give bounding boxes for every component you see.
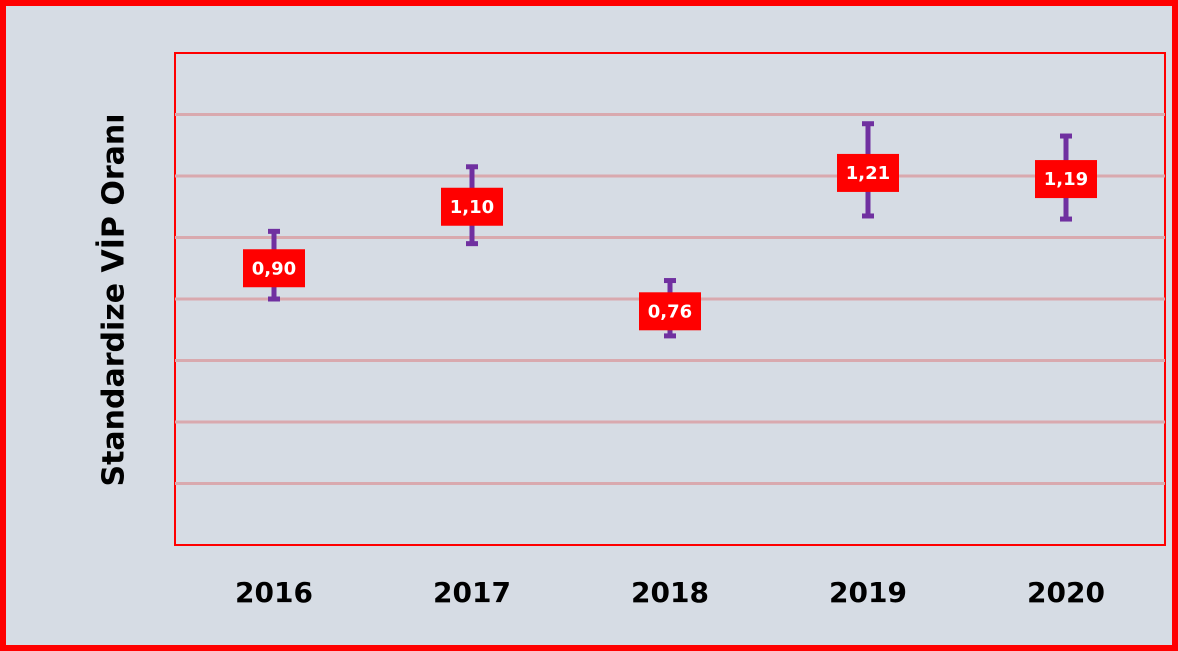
data-label: 1,19: [1044, 169, 1088, 190]
x-tick-label: 2018: [631, 576, 709, 609]
x-tick-label: 2016: [235, 576, 313, 609]
value-marker: [441, 187, 503, 226]
y-axis-title: Standardize VİP Oranı: [96, 113, 132, 486]
value-marker: [1035, 160, 1097, 199]
value-marker: [639, 292, 701, 331]
x-tick-label: 2020: [1027, 576, 1105, 609]
data-label: 1,21: [846, 163, 890, 184]
data-label: 0,76: [648, 301, 692, 322]
x-tick-label: 2017: [433, 576, 511, 609]
data-label: 0,90: [252, 258, 296, 279]
value-marker: [243, 249, 305, 288]
x-tick-label: 2019: [829, 576, 907, 609]
data-label: 1,10: [450, 197, 494, 218]
value-marker: [837, 153, 899, 192]
